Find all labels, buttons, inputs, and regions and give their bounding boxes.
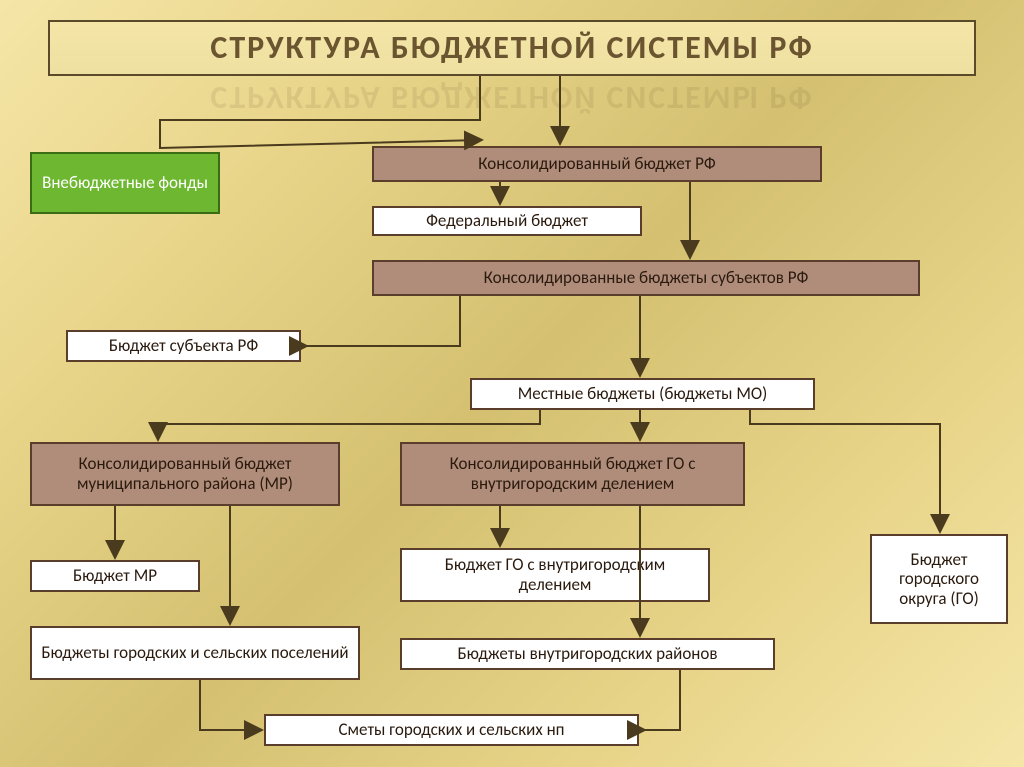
title-reflection: СТРУКТУРА БЮДЖЕТНОЙ СИСТЕМЫ РФ — [48, 78, 976, 117]
box-inner-city-districts: Бюджеты внутригородских районов — [400, 638, 775, 670]
page-title: СТРУКТУРА БЮДЖЕТНОЙ СИСТЕМЫ РФ — [48, 20, 976, 76]
title-text: СТРУКТУРА БЮДЖЕТНОЙ СИСТЕМЫ РФ — [210, 30, 813, 67]
box-consolidated-go: Консолидированный бюджет ГО с внутригоро… — [400, 442, 745, 506]
box-extrabudgetary: Внебюджетные фонды — [30, 152, 220, 214]
box-consolidated-mr: Консолидированный бюджет муниципального … — [30, 442, 340, 506]
box-budget-mr: Бюджет МР — [30, 560, 200, 592]
box-estimates: Сметы городских и сельских нп — [264, 714, 639, 746]
box-federal: Федеральный бюджет — [372, 206, 642, 236]
box-subject-budget: Бюджет субъекта РФ — [66, 330, 301, 362]
box-urban-rural: Бюджеты городских и сельских поселений — [30, 626, 360, 680]
box-consolidated-subjects: Консолидированные бюджеты субъектов РФ — [372, 260, 920, 296]
box-budget-go: Бюджет городского округа (ГО) — [870, 534, 1008, 624]
box-budget-go-inner: Бюджет ГО с внутригородским делением — [400, 548, 710, 602]
box-consolidated-rf: Консолидированный бюджет РФ — [372, 146, 822, 182]
box-local-budgets: Местные бюджеты (бюджеты МО) — [470, 378, 815, 410]
